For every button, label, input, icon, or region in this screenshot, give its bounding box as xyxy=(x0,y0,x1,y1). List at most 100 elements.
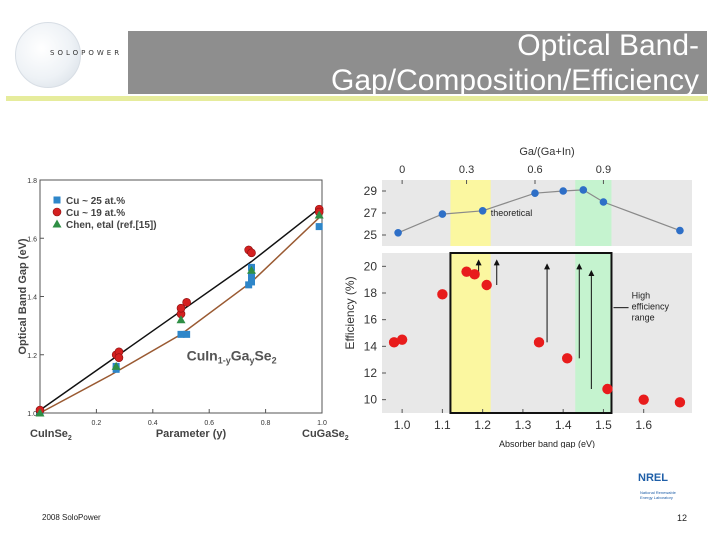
lower-y-tick-label: 18 xyxy=(364,286,378,300)
measured-point xyxy=(437,289,448,300)
formula-part: 1-y xyxy=(218,356,231,366)
legend-entry: Cu ~ 19 at.% xyxy=(66,208,125,219)
measured-point xyxy=(602,383,613,395)
x-left-label-text: CuInSe xyxy=(30,428,68,440)
y-tick-label: 1.8 xyxy=(27,178,37,185)
theoretical-point xyxy=(599,198,608,206)
x-tick-label: 0.4 xyxy=(148,420,158,427)
legend-entry: Chen, etal (ref.[15]) xyxy=(66,220,157,231)
lower-y-tick-label: 20 xyxy=(364,259,378,273)
formula-part: y xyxy=(249,356,254,366)
data-point xyxy=(182,298,191,307)
formula-part: CuIn xyxy=(187,348,218,364)
top-tick-label: 0.9 xyxy=(596,164,611,176)
lower-panel-bg xyxy=(382,253,692,413)
measured-point xyxy=(533,337,545,348)
upper-y-tick-label: 29 xyxy=(364,184,378,198)
top-axis-label: Ga/(Ga+In) xyxy=(519,146,574,158)
formula-label: CuIn1-yGaySe2 xyxy=(187,348,277,366)
formula-part: Ga xyxy=(231,348,250,364)
x-right-label-text: CuGaSe xyxy=(302,428,345,440)
legend-marker xyxy=(53,196,61,204)
lower-y-tick-label: 10 xyxy=(364,393,378,407)
page-number: 12 xyxy=(677,513,688,523)
plot-frame xyxy=(39,179,323,414)
theoretical-point xyxy=(531,189,539,197)
x-tick-label: 1.6 xyxy=(635,418,652,432)
measured-point xyxy=(396,334,408,345)
measured-point xyxy=(388,337,400,348)
company-logo xyxy=(15,22,81,88)
title-underline xyxy=(6,96,708,101)
efficiency-range-box xyxy=(449,252,613,414)
x-tick-label: 1.3 xyxy=(515,418,532,432)
legend: Cu ~ 25 at.%Cu ~ 19 at.%Chen, etal (ref.… xyxy=(52,196,157,231)
upper-panel-bg xyxy=(382,180,692,246)
title-bar: Optical Band-Gap/Composition/Efficiency xyxy=(128,31,707,94)
data-point xyxy=(183,330,191,338)
top-tick-label: 0.6 xyxy=(527,164,542,176)
y-tick-label: 1.0 xyxy=(27,411,37,418)
annotation-line: range xyxy=(632,312,655,322)
data-point xyxy=(176,315,186,324)
theoretical-point xyxy=(559,187,567,195)
x-tick-label: 1.1 xyxy=(434,418,451,432)
x-axis-label: Absorber band gap (eV) xyxy=(499,439,595,448)
data-point xyxy=(177,330,185,338)
x-tick-label: 0.6 xyxy=(204,420,214,427)
lower-y-tick-label: 12 xyxy=(364,366,378,380)
x-tick-label: 1.5 xyxy=(595,418,612,432)
x-axis-label: Parameter (y) xyxy=(156,428,227,440)
lower-y-tick-label: 16 xyxy=(364,313,378,327)
x-tick-label: 1.2 xyxy=(474,418,491,432)
y-tick-label: 1.6 xyxy=(27,236,37,243)
data-point xyxy=(315,223,323,231)
x-tick-label: 1.0 xyxy=(394,418,411,432)
x-tick-label: 1.0 xyxy=(317,420,327,427)
upper-y-tick-label: 27 xyxy=(364,206,378,220)
theoretical-point xyxy=(676,226,684,235)
measured-point xyxy=(561,353,573,364)
top-tick-label: 0.3 xyxy=(459,164,474,176)
annotation-line: High xyxy=(632,290,651,300)
y-tick-label: 1.2 xyxy=(27,353,37,360)
annotation-label: High efficiency range xyxy=(632,290,670,322)
data-point xyxy=(247,265,256,274)
data-point xyxy=(248,272,255,280)
legend-entry: Cu ~ 25 at.% xyxy=(66,196,125,207)
highlight-band-yellow xyxy=(450,253,491,413)
efficiency-chart: Ga/(Ga+In) 0 0.3 0.6 0.9 25 27 29 10 12 14 16 18 20 1.… xyxy=(343,146,692,448)
y-axis-label: Efficiency (%) xyxy=(343,276,357,349)
theoretical-line xyxy=(397,189,681,234)
data-point xyxy=(35,408,45,417)
top-tick-label: 0 xyxy=(399,164,405,176)
band-gap-chart: 0.2 0.4 0.6 0.8 1.0 1.0 1.2 1.4 1.6 1.8 Cu ~ 25 at… xyxy=(17,178,349,440)
measured-point xyxy=(674,397,686,408)
x-tick-label: 0.8 xyxy=(261,420,271,427)
formula-part: 2 xyxy=(272,356,277,366)
theoretical-point xyxy=(394,229,402,237)
nrel-logo: NREL National Renewable Energy Laborator… xyxy=(638,472,686,502)
legend-marker xyxy=(52,207,62,217)
nrel-logo-mark: NREL xyxy=(638,472,668,484)
company-logo-text: SOLOPOWER xyxy=(50,49,123,57)
data-point xyxy=(314,210,324,219)
y-axis-label: Optical Band Gap (eV) xyxy=(17,238,29,354)
copyright-text: 2008 SoloPower xyxy=(42,513,101,522)
page-title: Optical Band-Gap/Composition/Efficiency xyxy=(331,31,699,94)
y-tick-label: 1.4 xyxy=(27,295,37,302)
theoretical-label: theoretical xyxy=(491,208,533,218)
x-tick-label: 0.2 xyxy=(92,420,102,427)
x-left-label: CuInSe2 xyxy=(30,428,72,440)
theoretical-point xyxy=(579,186,588,194)
data-point xyxy=(248,278,255,286)
legend-marker xyxy=(52,219,62,228)
lower-y-tick-label: 14 xyxy=(364,339,378,353)
data-point xyxy=(247,248,256,258)
measured-point xyxy=(481,279,492,291)
x-right-label-sub: 2 xyxy=(345,435,349,440)
x-right-label: CuGaSe2 xyxy=(302,428,349,440)
theoretical-point xyxy=(478,207,487,215)
upper-y-tick-label: 25 xyxy=(364,228,378,242)
theoretical-point xyxy=(438,210,447,218)
